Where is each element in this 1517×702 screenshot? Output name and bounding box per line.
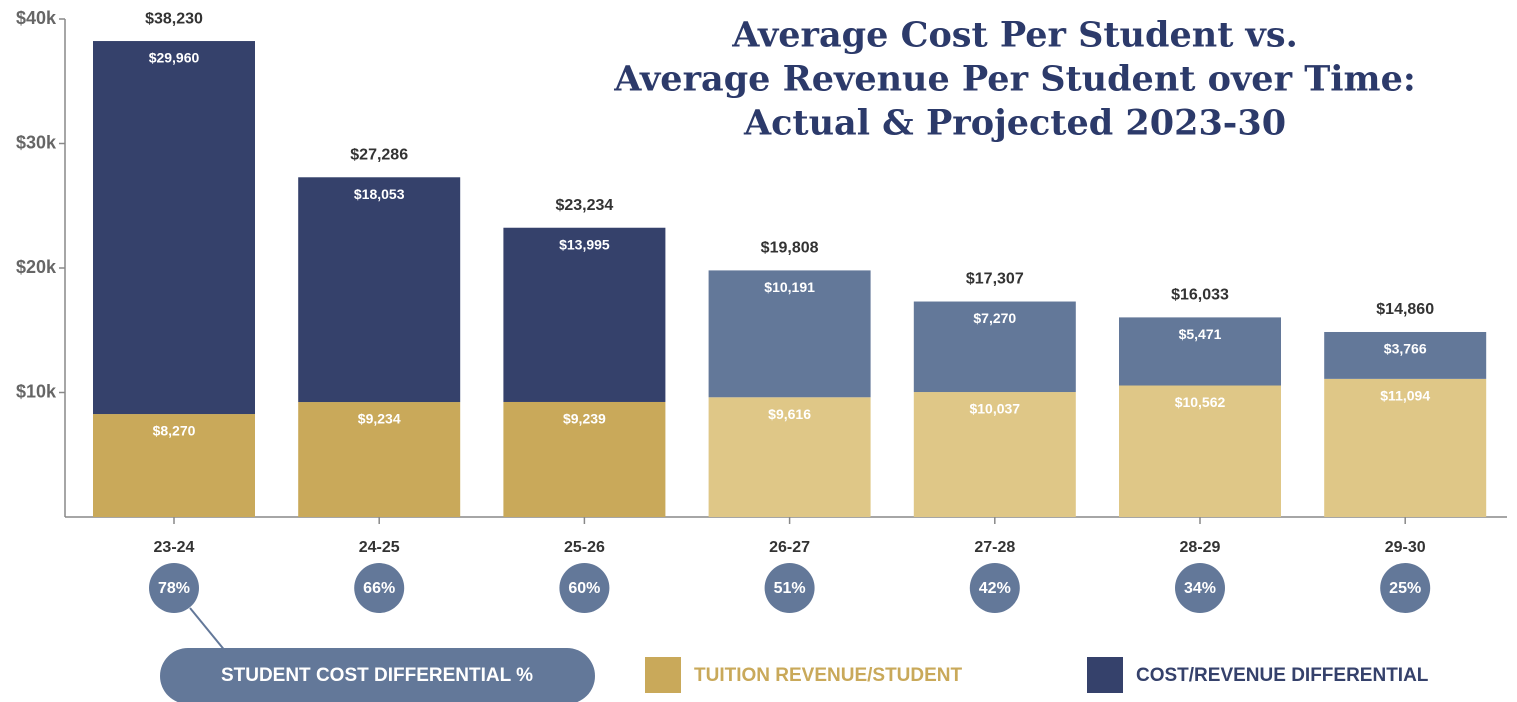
legend-pill: [160, 648, 595, 702]
total-label: $16,033: [1171, 287, 1229, 304]
total-label: $19,808: [761, 240, 819, 257]
x-tick-label: 24-25: [359, 539, 400, 556]
bar-segment: [93, 414, 255, 517]
pct-badge: [969, 563, 1020, 613]
pct-badge: [559, 563, 610, 613]
bar-segment: [503, 227, 666, 402]
pct-badge: [149, 563, 199, 613]
legend-label: STUDENT COST DIFFERENTIAL %: [221, 665, 533, 686]
x-tick-label: 26-27: [769, 539, 810, 556]
bar-segment: [1119, 317, 1281, 386]
legend-label: COST/REVENUE DIFFERENTIAL: [1136, 665, 1429, 686]
data-label: $7,270: [973, 310, 1016, 326]
chart-title: Actual & Projected 2023-30: [743, 103, 1286, 144]
data-label: $18,053: [354, 186, 405, 202]
data-label: $10,191: [764, 279, 815, 295]
y-tick-label: $30k: [16, 132, 57, 152]
total-label: $38,230: [145, 10, 203, 27]
x-tick-label: 27-28: [974, 539, 1015, 556]
pct-badge: [764, 563, 815, 613]
bar-segment: [913, 392, 1076, 517]
y-tick-label: $40k: [16, 8, 57, 28]
legend-swatch: [1087, 657, 1123, 693]
x-tick-label: 23-24: [154, 539, 195, 556]
pct-label: 34%: [1184, 580, 1216, 597]
pct-label: 42%: [979, 580, 1011, 597]
data-label: $9,234: [358, 411, 401, 427]
data-label: $3,766: [1384, 341, 1427, 357]
pct-label: 25%: [1389, 580, 1421, 597]
x-tick-label: 28-29: [1180, 539, 1221, 556]
bar-segment: [93, 41, 255, 415]
pct-label: 78%: [158, 580, 190, 597]
data-label: $11,094: [1380, 388, 1430, 404]
pct-badge: [1175, 563, 1225, 613]
total-label: $27,286: [350, 147, 408, 164]
chart-title: Average Cost Per Student vs.: [731, 15, 1298, 56]
total-label: $23,234: [555, 197, 613, 214]
y-tick-label: $20k: [16, 257, 57, 277]
bar-segment: [708, 397, 871, 517]
pct-badge: [354, 563, 405, 613]
data-label: $13,995: [559, 236, 610, 252]
pct-label: 60%: [568, 580, 600, 597]
bar-segment: [298, 177, 461, 403]
pct-label: 66%: [363, 580, 395, 597]
data-label: $8,270: [153, 423, 196, 439]
total-label: $14,860: [1376, 301, 1434, 318]
bar-segment: [298, 402, 461, 517]
bar-segment: [913, 301, 1076, 393]
chart-title: Average Revenue Per Student over Time:: [613, 59, 1416, 100]
bar-segment: [1324, 378, 1487, 517]
y-tick-label: $10k: [16, 381, 57, 401]
data-label: $10,037: [969, 401, 1020, 417]
x-tick-label: 29-30: [1385, 539, 1426, 556]
pct-label: 51%: [774, 580, 806, 597]
total-label: $17,307: [966, 271, 1024, 288]
data-label: $9,616: [768, 406, 811, 422]
bar-segment: [708, 270, 871, 398]
pct-badge: [1380, 563, 1431, 613]
bar-segment: [1119, 385, 1281, 517]
bar-segment: [503, 401, 666, 517]
bar-segment: [1324, 331, 1487, 379]
data-label: $10,562: [1175, 394, 1226, 410]
legend-label: TUITION REVENUE/STUDENT: [694, 665, 963, 686]
legend-connector: [189, 607, 227, 653]
x-tick-label: 25-26: [564, 539, 605, 556]
data-label: $9,239: [563, 411, 606, 427]
data-label: $29,960: [149, 50, 200, 66]
data-label: $5,471: [1179, 326, 1222, 342]
legend-swatch: [645, 657, 681, 693]
